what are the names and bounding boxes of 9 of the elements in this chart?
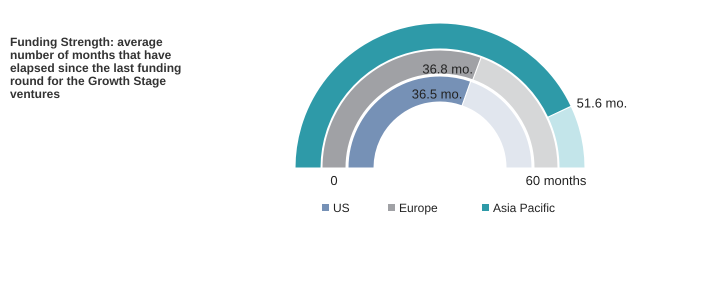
data-label: 36.8 mo. — [422, 62, 473, 77]
legend-label: US — [333, 201, 350, 215]
text: 0 — [330, 173, 338, 188]
legend-label: Europe — [399, 201, 438, 215]
text: 60 months — [526, 173, 587, 188]
legend-label: Asia Pacific — [493, 201, 556, 215]
data-label: 51.6 mo. — [576, 96, 628, 111]
text: Funding Strength: average number of months that have elapsed since the last funding round for the Growth Stage ventures — [10, 35, 182, 101]
data-label: 36.5 mo. — [412, 86, 462, 102]
